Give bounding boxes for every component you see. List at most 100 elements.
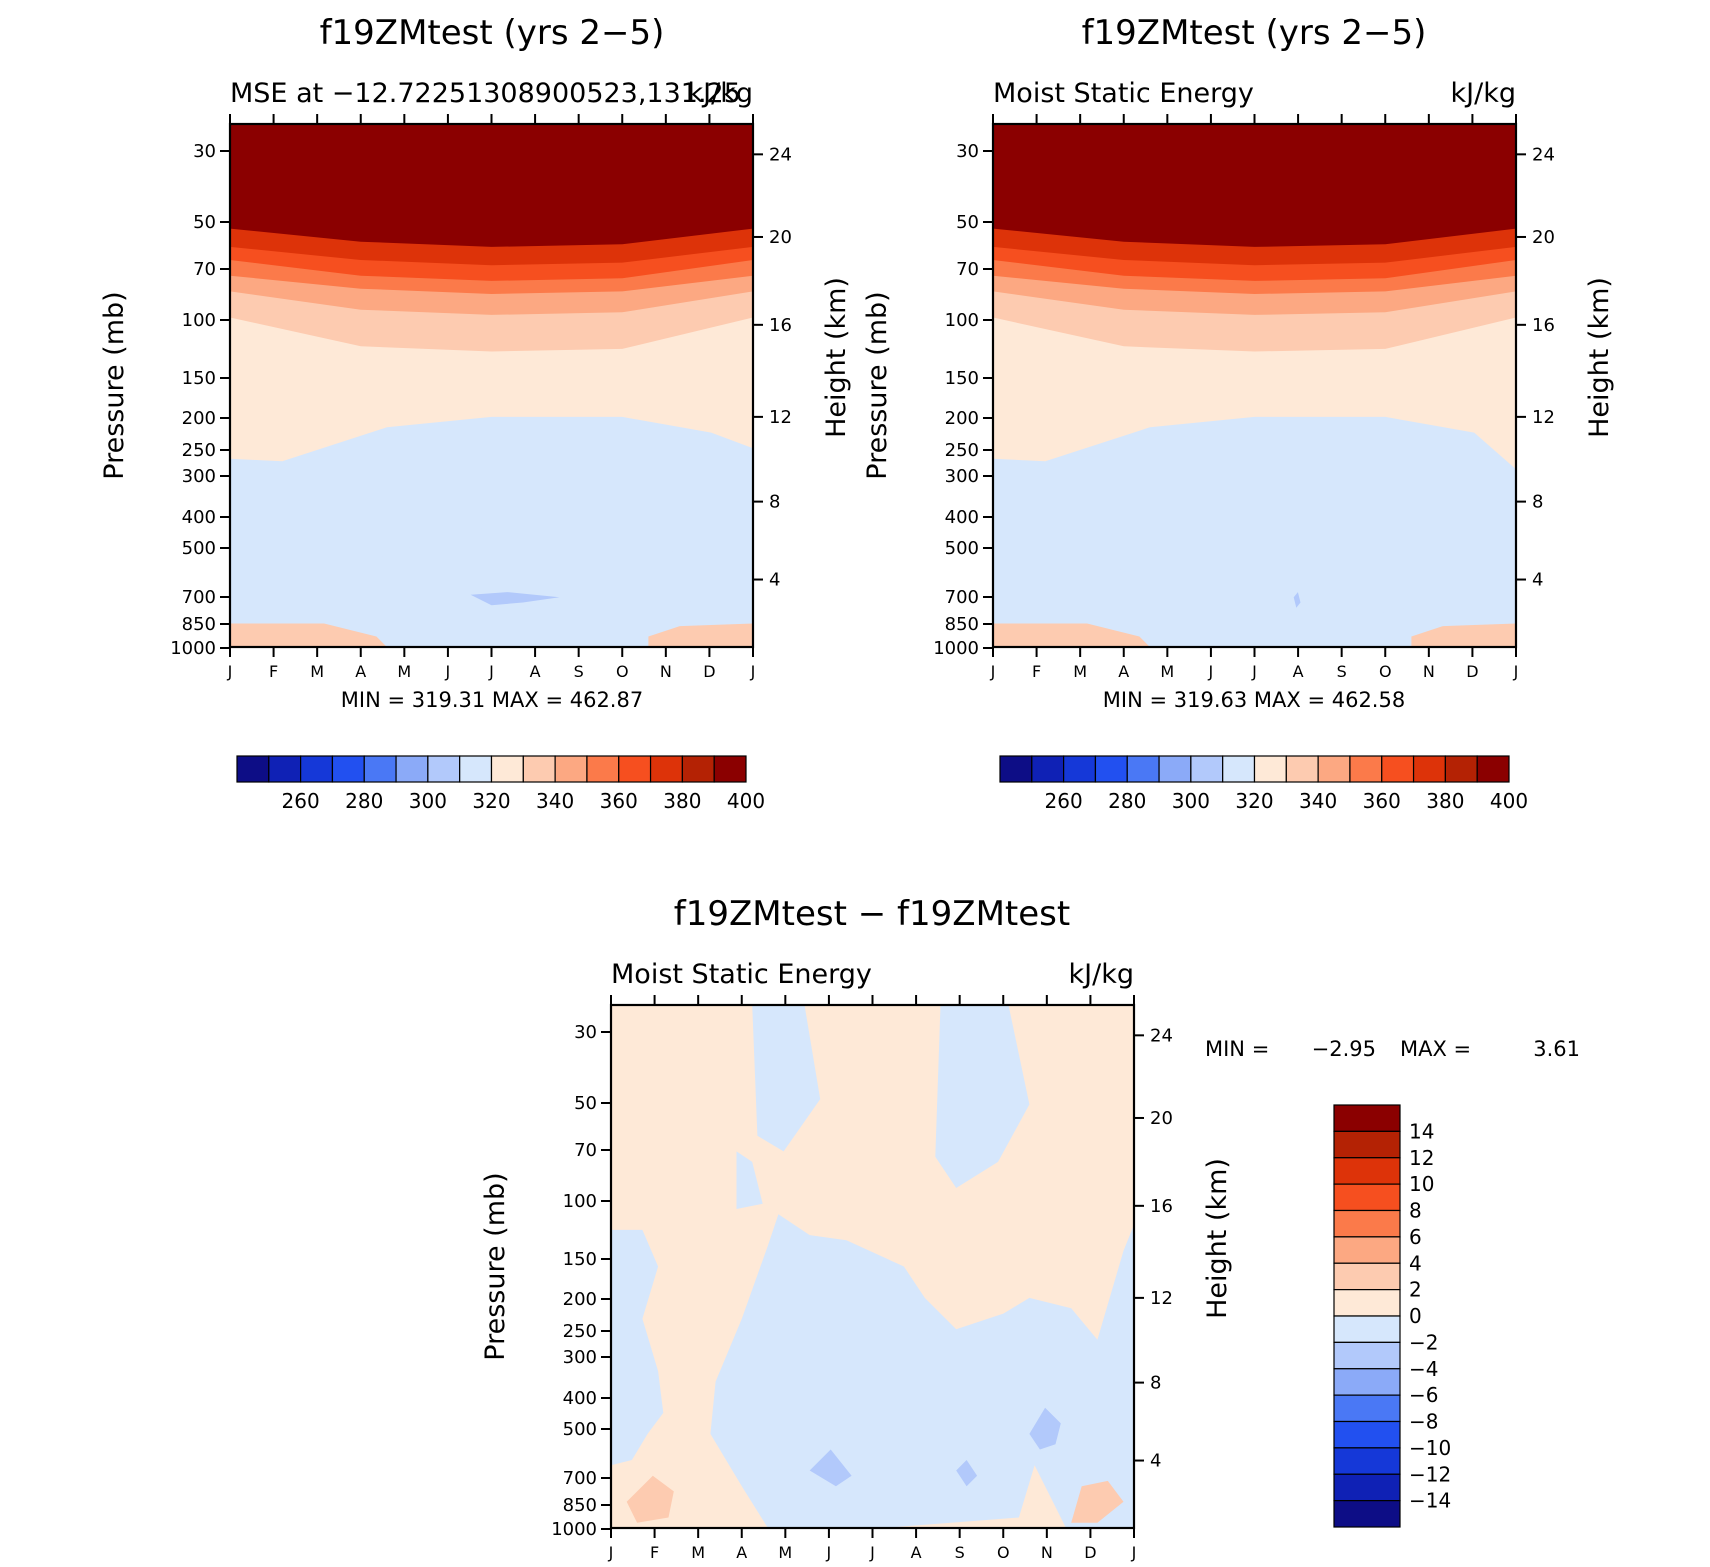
x-tick-label: M — [397, 662, 411, 681]
y-tick-label: 50 — [193, 212, 216, 233]
colorbar-swatch — [1126, 755, 1160, 783]
colorbar-label: 380 — [663, 789, 701, 813]
colorbar-label: 4 — [1409, 1251, 1422, 1275]
y-tick-label: 200 — [945, 408, 979, 429]
colorbar-swatch — [331, 755, 365, 783]
x-tick-label: M — [310, 662, 324, 681]
x-tick-label: F — [269, 662, 278, 681]
x-tick-label: J — [608, 1543, 614, 1562]
contour-band-2-4-pos-a — [626, 1475, 674, 1523]
colorbar-swatch — [1333, 1183, 1401, 1212]
y-tick-label: 500 — [945, 538, 979, 559]
y-right-tick-label: 24 — [769, 144, 792, 165]
units-label: kJ/kg — [688, 78, 753, 109]
colorbar-label: 340 — [1299, 789, 1337, 813]
chart-subtitle: MSE at −12.72251308900523,131.25 — [230, 78, 741, 109]
colorbar-label: −12 — [1409, 1462, 1451, 1486]
y-right-tick-label: 8 — [1150, 1373, 1161, 1394]
x-tick-label: S — [1337, 662, 1347, 681]
colorbar-label: 6 — [1409, 1225, 1422, 1249]
y-tick-label: 300 — [945, 466, 979, 487]
colorbar-label: −6 — [1409, 1383, 1438, 1407]
y-axis-label: Pressure (mb) — [99, 291, 130, 479]
x-tick-label: A — [1293, 662, 1304, 681]
colorbar-swatch — [1333, 1315, 1401, 1343]
y-tick-label: 1000 — [551, 1519, 597, 1540]
y-axis-label: Pressure (mb) — [862, 291, 893, 479]
colorbar-swatch — [1333, 1262, 1401, 1291]
y-right-tick-label: 16 — [1532, 315, 1555, 336]
colorbar-label: 0 — [1409, 1304, 1422, 1328]
colorbar-swatch — [1317, 755, 1351, 783]
colorbar-swatch — [1333, 1130, 1401, 1159]
x-tick-label: A — [355, 662, 366, 681]
y-axis-label: Pressure (mb) — [480, 1172, 511, 1360]
colorbar-swatch — [363, 755, 397, 783]
colorbar-swatch — [1031, 755, 1065, 783]
contour-band-2-4-a — [809, 1449, 852, 1487]
x-tick-label: D — [1084, 1543, 1096, 1562]
x-tick-label: S — [955, 1543, 965, 1562]
y-right-tick-label: 12 — [769, 407, 792, 428]
contour-band-upper — [230, 124, 753, 247]
x-tick-label: D — [703, 662, 715, 681]
colorbar-swatch — [1333, 1341, 1401, 1370]
colorbar-label: −4 — [1409, 1357, 1438, 1381]
contour-band-310-320 — [470, 592, 560, 606]
x-tick-label: N — [1041, 1543, 1053, 1562]
contour-band-2-4-pos-b — [1071, 1480, 1124, 1523]
colorbar-swatch — [1412, 755, 1446, 783]
y-tick-label: 200 — [563, 1289, 597, 1310]
y-tick-label: 300 — [182, 466, 216, 487]
y-right-tick-label: 8 — [1532, 492, 1543, 513]
colorbar-swatch — [1333, 1157, 1401, 1185]
colorbar-swatch — [1333, 1209, 1401, 1238]
x-tick-label: J — [1513, 662, 1519, 681]
colorbar-swatch — [268, 755, 302, 783]
colorbar-label: 300 — [409, 789, 447, 813]
x-tick-label: F — [650, 1543, 659, 1562]
colorbar-swatch — [681, 755, 715, 783]
colorbar-swatch — [586, 755, 620, 783]
contour-band-2-4-b — [956, 1460, 978, 1487]
contour-band-neg-main — [710, 1214, 1134, 1528]
colorbar-swatch — [1444, 755, 1478, 783]
units-label: kJ/kg — [1451, 78, 1516, 109]
y-right-tick-label: 12 — [1150, 1288, 1173, 1309]
max-value: 3.61 — [1533, 1037, 1580, 1061]
colorbar-label: 2 — [1409, 1278, 1422, 1302]
x-tick-label: A — [530, 662, 541, 681]
panel-moist-static-energy: J F M A M J J A S O N D J 30 50 70 100 150 200 250 300 400 500… — [862, 13, 1615, 813]
y-tick-label: 100 — [945, 310, 979, 331]
contour-band-neg-upper-2 — [736, 1151, 763, 1209]
y-right-tick-label: 24 — [1150, 1025, 1173, 1046]
colorbar-swatch — [395, 755, 429, 783]
y-right-tick-label: 4 — [1150, 1451, 1161, 1472]
y-tick-label: 850 — [945, 614, 979, 635]
colorbar-swatch — [459, 755, 493, 783]
colorbar-label: 260 — [282, 789, 320, 813]
contour-band-320-330 — [334, 526, 717, 647]
colorbar-label: 320 — [1235, 789, 1273, 813]
colorbar-swatch — [1222, 755, 1256, 783]
contour-band-neg-upper-1 — [752, 1005, 821, 1152]
y-tick-label: 150 — [563, 1249, 597, 1270]
x-tick-label: N — [1423, 662, 1435, 681]
colorbar-swatch — [649, 755, 683, 783]
colorbar-label: 280 — [345, 789, 383, 813]
x-tick-label: J — [1131, 1543, 1137, 1562]
colorbar-swatch — [1333, 1394, 1401, 1423]
y-tick-label: 1000 — [170, 638, 216, 659]
y-right-axis-label: Height (km) — [1202, 1158, 1233, 1319]
y-right-axis-label: Height (km) — [1584, 277, 1615, 438]
y-tick-label: 500 — [563, 1419, 597, 1440]
surface-band-right — [1411, 623, 1516, 647]
contour-band-320-330 — [1071, 534, 1475, 647]
y-tick-label: 400 — [945, 507, 979, 528]
y-right-tick-label: 20 — [1532, 227, 1555, 248]
contour-band-2-4-c — [1029, 1407, 1061, 1450]
colorbar-swatch — [1333, 1473, 1401, 1502]
surface-band-right — [648, 623, 753, 647]
y-tick-label: 100 — [563, 1191, 597, 1212]
colorbar-swatch — [1381, 755, 1415, 783]
